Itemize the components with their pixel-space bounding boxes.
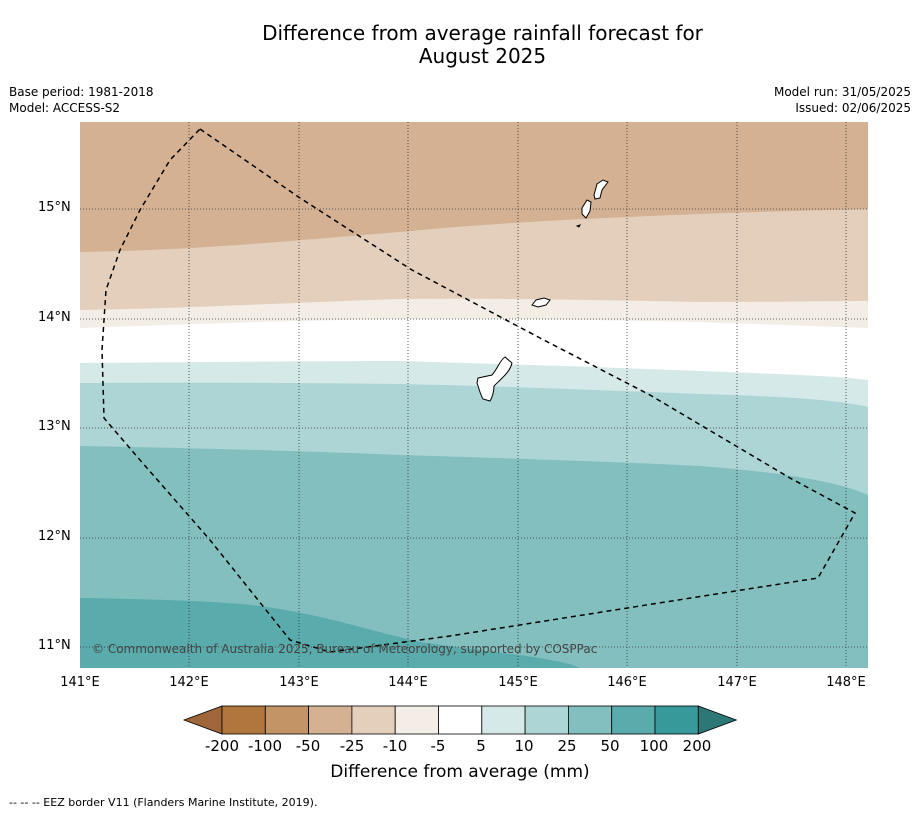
lon-label-147: 147°E xyxy=(717,675,757,690)
colorbar-segment xyxy=(264,705,309,735)
colorbar-segment xyxy=(351,705,396,735)
colorbar-tick: -100 xyxy=(247,737,283,755)
colorbar-extend-high xyxy=(697,705,738,735)
colorbar-segment xyxy=(438,705,483,735)
colorbar-tick: -50 xyxy=(295,737,321,755)
lat-label-15: 15°N xyxy=(38,200,71,215)
issued-date: Issued: 02/06/2025 xyxy=(795,101,911,115)
colorbar-extend-low xyxy=(182,705,223,735)
lat-label-14: 14°N xyxy=(38,310,71,325)
colorbar-tick: 5 xyxy=(476,737,486,755)
colorbar-segment xyxy=(308,705,353,735)
islands xyxy=(476,179,609,402)
lat-label-12: 12°N xyxy=(38,529,71,544)
gridlines xyxy=(80,122,868,668)
lon-label-144: 144°E xyxy=(388,675,428,690)
island-guam xyxy=(476,356,513,402)
colorbar-segment xyxy=(221,705,266,735)
eez-legend-note: -- -- -- EEZ border V11 (Flanders Marine… xyxy=(9,796,318,809)
meta-right: Model run: 31/05/2025 Issued: 02/06/2025 xyxy=(774,84,911,116)
lon-label-148: 148°E xyxy=(826,675,866,690)
band-plus50 xyxy=(80,598,580,668)
colorbar-tick: 50 xyxy=(600,737,620,755)
lat-label-11: 11°N xyxy=(38,638,71,653)
lon-label-145: 145°E xyxy=(498,675,538,690)
lon-label-142: 142°E xyxy=(169,675,209,690)
island-aguijan xyxy=(575,224,581,228)
colorbar-tick: 10 xyxy=(514,737,534,755)
lon-label-146: 146°E xyxy=(607,675,647,690)
colorbar-segment xyxy=(654,705,699,735)
colorbar-tick: -5 xyxy=(430,737,446,755)
colorbar-segment xyxy=(611,705,656,735)
colorbar-segment xyxy=(394,705,439,735)
island-saipan xyxy=(593,179,609,200)
colorbar-tick: 200 xyxy=(682,737,712,755)
base-period: Base period: 1981-2018 xyxy=(9,85,154,99)
colorbar-tick: -25 xyxy=(339,737,365,755)
colorbar-tick: -200 xyxy=(204,737,240,755)
map-title: Difference from average rainfall forecas… xyxy=(0,22,919,68)
meta-left: Base period: 1981-2018 Model: ACCESS-S2 xyxy=(9,84,154,116)
copyright-note: © Commonwealth of Australia 2025, Bureau… xyxy=(92,642,597,656)
title-line-2: August 2025 xyxy=(418,44,547,68)
colorbar-label: Difference from average (mm) xyxy=(330,762,590,782)
island-tinian xyxy=(581,199,592,219)
lat-label-13: 13°N xyxy=(38,419,71,434)
colorbar-tick: 100 xyxy=(639,737,669,755)
colorbar-tick: -10 xyxy=(382,737,408,755)
colorbar-segment xyxy=(524,705,569,735)
colorbar-tick: 25 xyxy=(557,737,577,755)
colorbar-segment xyxy=(568,705,613,735)
colorbar-segment xyxy=(481,705,526,735)
lon-label-141: 141°E xyxy=(60,675,100,690)
model-name: Model: ACCESS-S2 xyxy=(9,101,121,115)
island-rota xyxy=(531,297,551,308)
model-run: Model run: 31/05/2025 xyxy=(773,85,911,99)
title-line-1: Difference from average rainfall forecas… xyxy=(262,21,703,45)
lon-label-143: 143°E xyxy=(279,675,319,690)
